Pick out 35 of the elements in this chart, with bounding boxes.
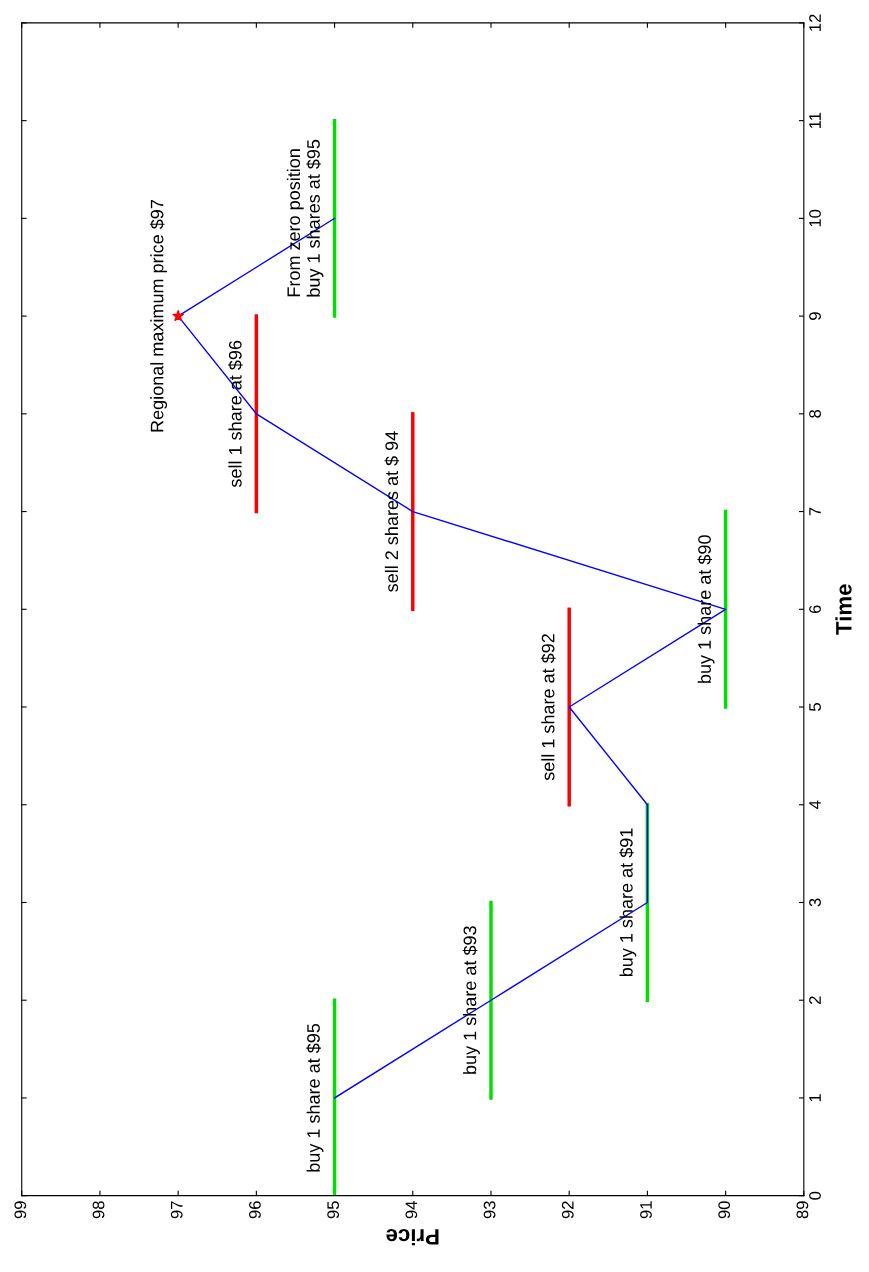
y-tick-label: 10: [809, 209, 821, 227]
x-tick-label: 93: [483, 1201, 496, 1219]
x-tick-label: 99: [14, 1201, 27, 1219]
x-tick-label: 89: [796, 1201, 809, 1219]
y-tick-label: 6: [809, 605, 821, 614]
y-tick-label: 7: [809, 507, 821, 516]
y-tick-label: 3: [809, 898, 821, 907]
x-tick-label: 98: [92, 1201, 105, 1219]
y-tick-label: 2: [809, 996, 821, 1005]
annotation: Regional maximum price $97: [149, 200, 168, 432]
y-tick-label: 11: [809, 112, 821, 129]
x-axis-title: Price: [386, 1229, 439, 1246]
y-tick-label: 12: [809, 14, 821, 31]
y-tick-label: 1: [809, 1094, 821, 1102]
annotation: buy 1 share at $90: [697, 535, 715, 683]
y-tick-label: 0: [809, 1191, 821, 1200]
x-tick-label: 97: [170, 1201, 183, 1219]
annotation: sell 2 shares at $ 94: [384, 431, 400, 592]
y-tick-label: 9: [809, 312, 821, 320]
annotation: From zero position buy 1 shares at $95: [286, 139, 324, 297]
y-tick-label: 8: [809, 409, 821, 418]
x-tick-label: 92: [561, 1201, 574, 1219]
y-axis-title: Time: [835, 584, 852, 635]
y-tick-label: 5: [809, 703, 821, 711]
annotation: buy 1 share at $95: [306, 1023, 324, 1172]
annotation: sell 1 share at $92: [540, 634, 556, 781]
y-tick-label: 4: [809, 800, 821, 809]
x-tick-label: 90: [718, 1201, 731, 1219]
x-tick-label: 91: [640, 1201, 652, 1219]
x-tick-label: 96: [249, 1201, 261, 1219]
annotation: buy 1 share at $93: [462, 926, 480, 1074]
x-tick-label: 95: [327, 1201, 340, 1219]
annotation: buy 1 share at $91: [619, 828, 637, 977]
annotation: sell 1 share at $96: [228, 340, 243, 488]
x-tick-label: 94: [405, 1201, 418, 1219]
